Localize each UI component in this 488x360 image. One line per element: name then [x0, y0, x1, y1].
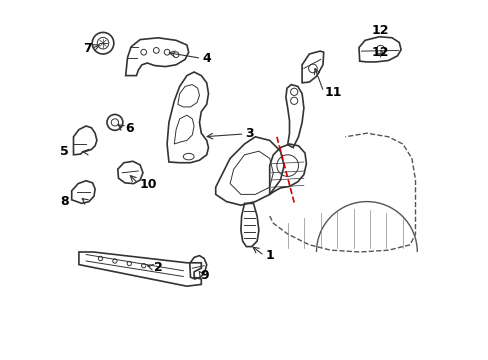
Text: 2: 2: [153, 261, 162, 274]
Text: 10: 10: [139, 178, 157, 191]
Text: 12: 12: [371, 46, 388, 59]
Text: 11: 11: [324, 86, 341, 99]
Text: 4: 4: [202, 52, 211, 65]
Text: 5: 5: [60, 145, 69, 158]
Text: 1: 1: [265, 249, 274, 262]
Text: 12: 12: [371, 24, 388, 37]
Text: 6: 6: [125, 122, 133, 135]
Text: 8: 8: [60, 195, 69, 208]
Text: 9: 9: [200, 269, 209, 282]
Text: 7: 7: [83, 42, 92, 55]
Text: 3: 3: [245, 127, 254, 140]
